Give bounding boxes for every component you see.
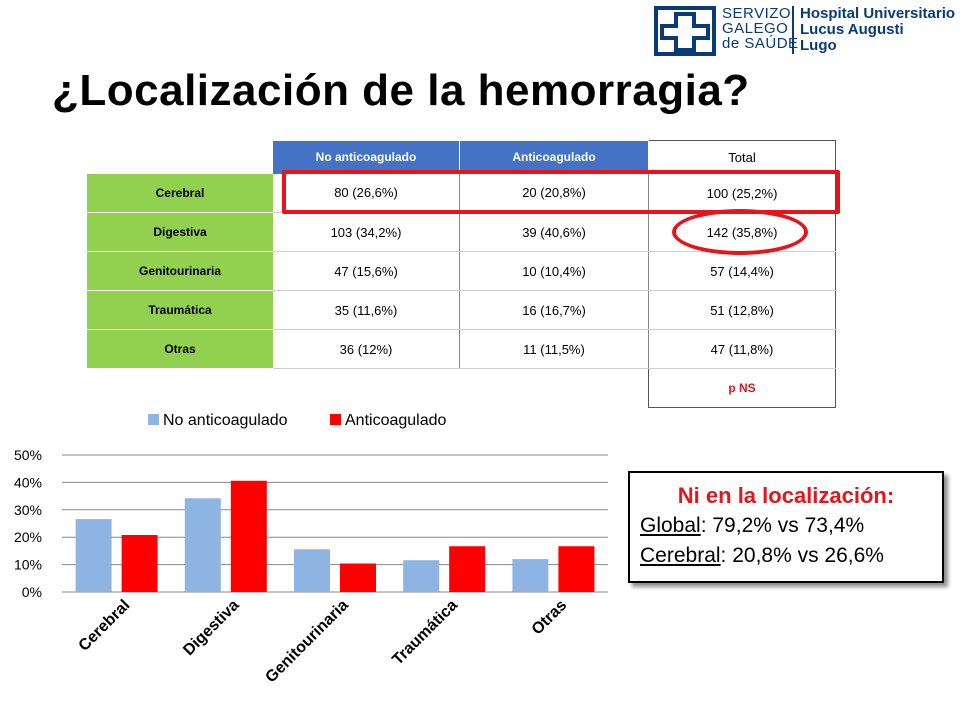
hospital-name-1: Hospital Universitario	[800, 5, 956, 22]
x-category-label: Traumática	[389, 597, 461, 669]
row-label: Traumática	[87, 290, 273, 330]
digestiva-total-highlight	[672, 209, 808, 255]
legend-label: Anticoagulado	[345, 412, 447, 429]
row-label: Otras	[87, 329, 273, 369]
page-title: ¿Localización de la hemorragia?	[52, 66, 750, 115]
table-cell: 20 (20,8%)	[459, 173, 649, 213]
legend-swatch	[148, 414, 159, 425]
bar-no-anticoagulado	[294, 549, 330, 592]
y-tick-label: 10%	[14, 557, 42, 573]
table-cell: 47 (15,6%)	[273, 251, 460, 291]
table-cell: 103 (34,2%)	[273, 212, 460, 252]
x-category-label: Cerebral	[76, 597, 134, 655]
table-row: Otras 36 (12%) 11 (11,5%) 47 (11,8%)	[87, 329, 836, 369]
x-category-label: Otras	[529, 597, 571, 639]
table-cell: 51 (12,8%)	[648, 290, 836, 330]
header-total: Total	[648, 140, 836, 174]
hospital-logo: SERVIZO GALEGO de SAÚDE Hospital Univers…	[650, 4, 960, 60]
note-line-global: Global: 79,2% vs 73,4%	[640, 513, 942, 539]
table-cell: 39 (40,6%)	[459, 212, 649, 252]
logo-separator	[792, 6, 794, 54]
y-tick-label: 50%	[14, 447, 42, 463]
table-cell: 36 (12%)	[273, 329, 460, 369]
bar-anticoagulado	[230, 480, 267, 592]
location-table: No anticoagulado Anticoagulado Total Cer…	[87, 140, 836, 408]
bar-no-anticoagulado	[184, 498, 221, 592]
bar-anticoagulado	[340, 563, 376, 592]
table-cell: 100 (25,2%)	[648, 173, 836, 213]
bar-chart: 0% 10% 20% 30% 40% 50% Cerebral Digestiva Genito…	[14, 412, 608, 686]
table-cell: 80 (26,6%)	[273, 173, 460, 213]
hospital-name-3: Lugo	[800, 37, 837, 54]
table-cell: 47 (11,8%)	[648, 329, 836, 369]
row-label: Cerebral	[87, 173, 273, 213]
note-cerebral-label: Cerebral	[640, 544, 721, 567]
note-cerebral-value: : 20,8% vs 26,6%	[720, 544, 884, 567]
y-tick-label: 20%	[14, 529, 42, 545]
y-tick-label: 30%	[14, 502, 42, 518]
p-value-label: p NS	[648, 368, 836, 408]
note-global-value: : 79,2% vs 73,4%	[700, 514, 865, 537]
row-label: Genitourinaria	[87, 251, 273, 291]
legend-swatch	[330, 414, 341, 425]
row-label: Digestiva	[87, 212, 273, 252]
table-cell: 10 (10,4%)	[459, 251, 649, 291]
bar-no-anticoagulado	[75, 519, 112, 592]
sergas-cross-icon	[654, 6, 716, 56]
bar-no-anticoagulado	[512, 559, 549, 592]
cerebral-row-highlight	[282, 170, 840, 214]
bar-anticoagulado	[121, 535, 158, 592]
logo-line-2: GALEGO	[722, 20, 789, 37]
x-category-label: Genitourinaria	[262, 597, 351, 686]
table-row: Genitourinaria 47 (15,6%) 10 (10,4%) 57 …	[87, 251, 836, 291]
note-box: Ni en la localización: Global: 79,2% vs …	[628, 471, 944, 583]
bar-anticoagulado	[558, 546, 595, 592]
table-cell: 35 (11,6%)	[273, 290, 460, 330]
y-tick-label: 0%	[22, 584, 42, 600]
x-category-label: Digestiva	[180, 597, 242, 659]
note-line-cerebral: Cerebral: 20,8% vs 26,6%	[640, 543, 942, 569]
table-cell: 57 (14,4%)	[648, 251, 836, 291]
legend-label: No anticoagulado	[163, 412, 288, 429]
note-heading: Ni en la localización:	[677, 483, 895, 508]
table-row: Cerebral 80 (26,6%) 20 (20,8%) 100 (25,2…	[87, 173, 836, 213]
header-anticoagulado: Anticoagulado	[459, 140, 649, 174]
header-no-anticoagulado: No anticoagulado	[273, 140, 460, 174]
y-tick-label: 40%	[14, 474, 42, 490]
logo-line-1: SERVIZO	[722, 5, 792, 22]
note-global-label: Global	[640, 514, 701, 537]
logo-line-3: de SAÚDE	[722, 35, 799, 52]
table-cell: 11 (11,5%)	[459, 329, 649, 369]
bar-no-anticoagulado	[403, 560, 440, 592]
table-row: Traumática 35 (11,6%) 16 (16,7%) 51 (12,…	[87, 290, 836, 330]
table-corner	[87, 141, 273, 174]
bar-anticoagulado	[449, 546, 486, 592]
hospital-name-2: Lucus Augusti	[800, 21, 904, 38]
table-cell: 16 (16,7%)	[459, 290, 649, 330]
